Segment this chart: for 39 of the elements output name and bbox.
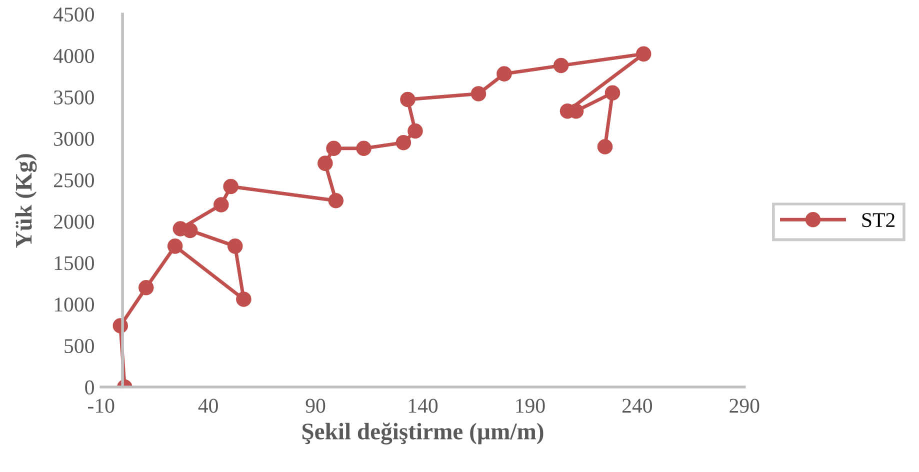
y-tick-label: 0	[85, 380, 94, 394]
point	[400, 92, 416, 108]
point	[496, 66, 512, 82]
point	[236, 292, 252, 307]
y-tick-label: 4500	[53, 8, 94, 22]
point	[408, 123, 423, 139]
point	[138, 280, 154, 296]
x-tick-label: 240	[622, 398, 652, 413]
x-tick-label: 140	[408, 398, 438, 413]
point	[326, 140, 342, 156]
point	[318, 156, 333, 171]
x-tick-label: 190	[516, 398, 545, 413]
y-tick-label: 500	[64, 338, 94, 354]
point	[636, 46, 652, 62]
y-tick-label: 1000	[54, 298, 94, 312]
x-tick-label: -10	[88, 398, 114, 413]
point	[604, 85, 620, 101]
point	[597, 139, 613, 154]
y-tick-label: 4000	[53, 48, 94, 64]
point	[328, 192, 344, 208]
x-tick-label: 40	[198, 398, 218, 413]
y-tick-label: 2000	[54, 214, 94, 229]
point	[470, 86, 486, 102]
y-tick-label: 3000	[54, 132, 94, 146]
y-tick-label: 1500	[54, 256, 94, 270]
y-axis-title: Yük (Kg)	[15, 154, 37, 248]
point	[356, 140, 372, 156]
x-tick-label: 90	[306, 398, 326, 413]
y-tick-label: 2500	[54, 173, 94, 188]
point	[223, 178, 238, 194]
point	[167, 238, 183, 254]
point	[553, 58, 569, 74]
point	[214, 197, 229, 212]
point	[227, 238, 243, 254]
x-axis-title: Şekil değiştirme (µm/m)	[302, 422, 544, 444]
y-tick-label: 3500	[54, 90, 94, 104]
legend-label: ST2	[862, 213, 895, 228]
point	[396, 134, 412, 150]
x-tick-label: 290	[730, 398, 760, 413]
